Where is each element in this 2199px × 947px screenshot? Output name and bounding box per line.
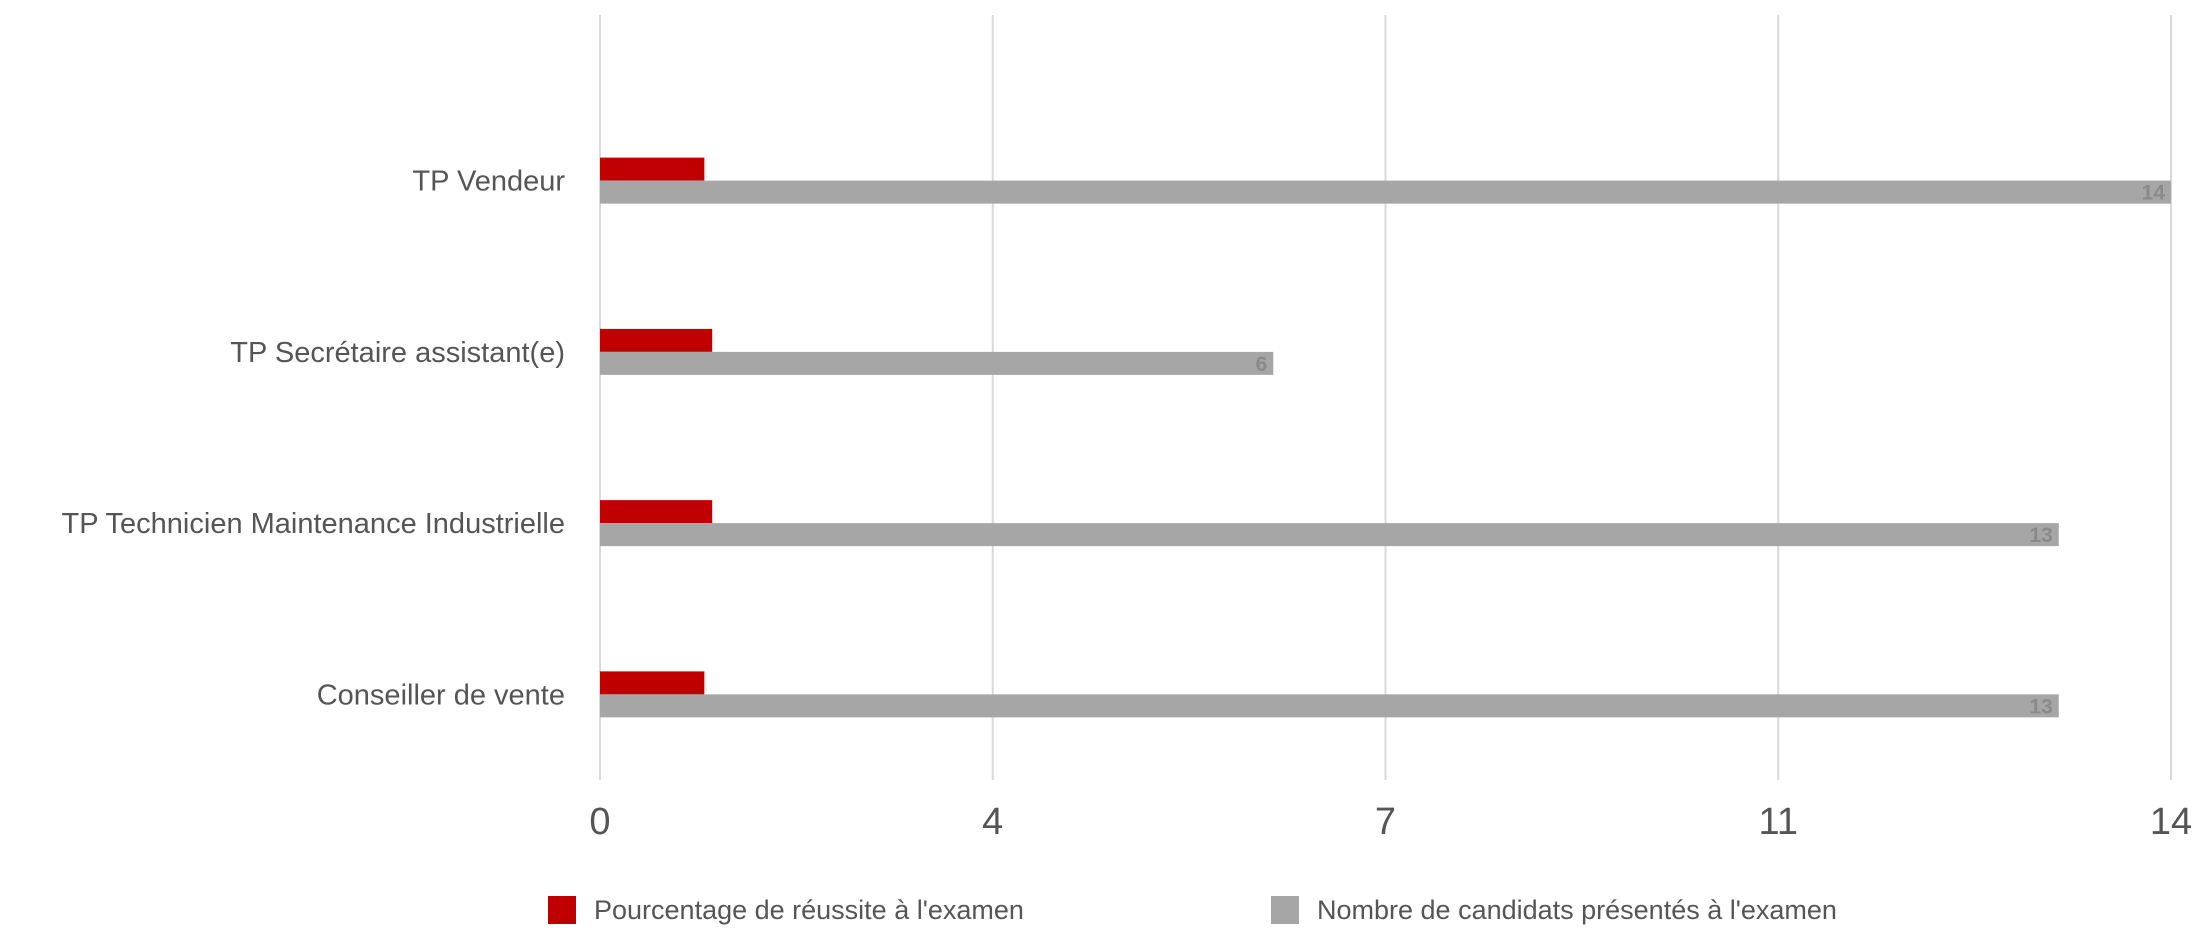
category-label: TP Vendeur: [412, 166, 565, 198]
bar-success-rate-3: [600, 671, 705, 695]
data-label: 13: [2029, 695, 2052, 718]
bar-candidates-1: [600, 351, 1274, 375]
bar-candidates-3: [600, 694, 2059, 718]
legend-swatch-candidates: [1271, 896, 1299, 924]
data-label: 6: [1256, 353, 1268, 376]
bars: [600, 157, 2171, 718]
x-tick-label: 14: [2150, 801, 2192, 843]
legend-label-candidates: Nombre de candidats présentés à l'examen: [1317, 894, 1837, 925]
x-tick-label: 11: [1759, 801, 1798, 843]
category-label: TP Technicien Maintenance Industrielle: [61, 508, 565, 540]
data-label: 13: [2029, 524, 2052, 547]
legend-label-success-rate: Pourcentage de réussite à l'examen: [594, 894, 1024, 925]
gridlines: [599, 15, 2172, 780]
category-label: TP Secrétaire assistant(e): [230, 337, 565, 369]
bar-success-rate-1: [600, 328, 713, 352]
legend-item-success-rate: Pourcentage de réussite à l'examen: [548, 890, 1024, 930]
x-tick-label: 4: [982, 801, 1003, 843]
bar-chart: TP Vendeur TP Secrétaire assistant(e) TP T…: [61, 15, 2192, 843]
category-label: Conseiller de vente: [317, 679, 565, 711]
legend-item-candidates: Nombre de candidats présentés à l'examen: [1271, 890, 1837, 930]
bar-success-rate-0: [600, 157, 705, 181]
legend: Pourcentage de réussite à l'examen Nombr…: [0, 890, 2199, 930]
bar-candidates-2: [600, 523, 2059, 547]
category-labels: TP Vendeur TP Secrétaire assistant(e) TP T…: [61, 166, 565, 712]
bar-candidates-0: [600, 180, 2171, 204]
x-tick-label: 7: [1375, 801, 1396, 843]
x-tick-label: 0: [589, 801, 610, 843]
legend-swatch-success-rate: [548, 896, 576, 924]
data-labels: 14 6 13 13: [1256, 182, 2166, 719]
data-label: 14: [2142, 182, 2166, 205]
x-axis-tick-labels: 0 4 7 11 14: [589, 801, 2192, 843]
bar-success-rate-2: [600, 500, 713, 524]
